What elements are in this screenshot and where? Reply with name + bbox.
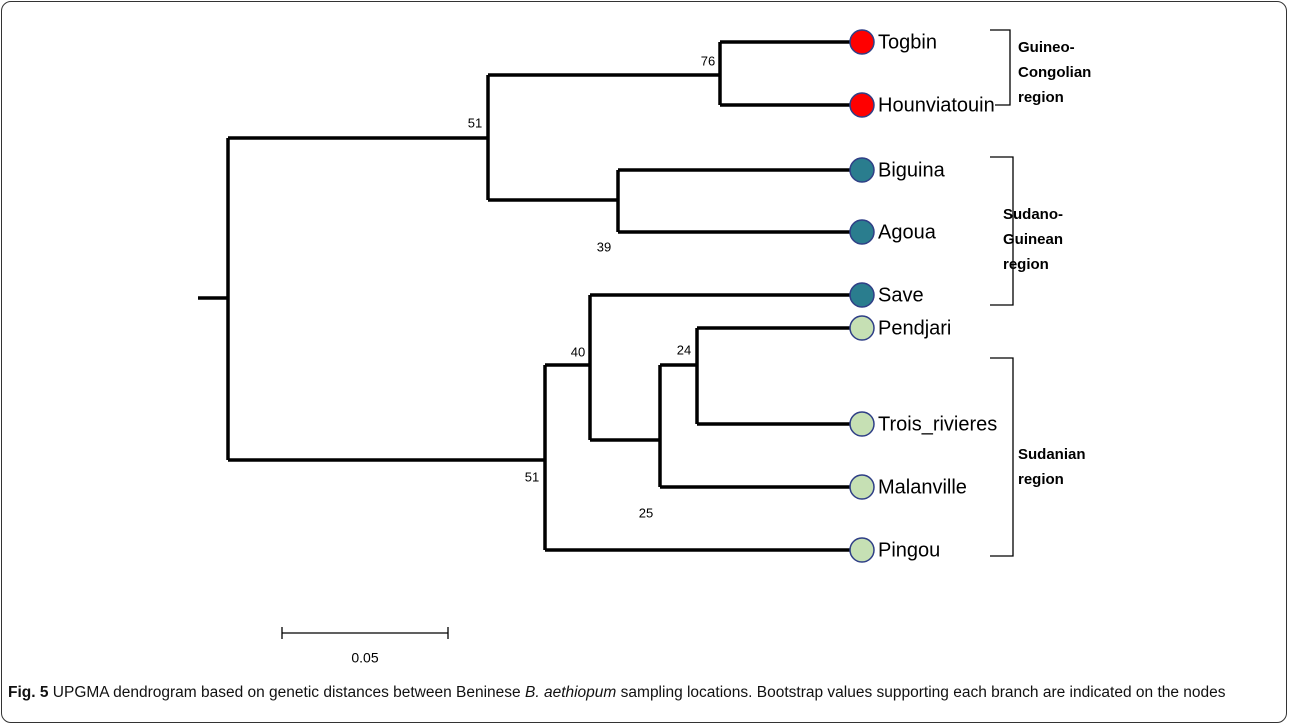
- leaf-label: Agoua: [878, 221, 937, 243]
- bootstrap-value: 25: [639, 505, 653, 520]
- leaf-label: Pendjari: [878, 317, 951, 339]
- region-label: Sudanian: [1018, 446, 1086, 463]
- caption-text: UPGMA dendrogram based on genetic distan…: [52, 684, 521, 701]
- leaf-node: [849, 219, 875, 245]
- region-label: Congolian: [1018, 64, 1091, 81]
- leaf-label: Biguina: [878, 159, 946, 181]
- leaf-node: [849, 29, 875, 55]
- caption-italic: B. aethiopum: [525, 684, 617, 701]
- region-label: region: [1018, 89, 1064, 106]
- bootstrap-value: 76: [701, 53, 715, 68]
- caption-label: Fig. 5: [8, 684, 49, 701]
- scale-label: 0.05: [351, 650, 378, 666]
- leaf-node: [849, 92, 875, 118]
- leaf-label: Trois_rivieres: [878, 413, 997, 435]
- leaf-node: [849, 411, 875, 437]
- leaf-node: [849, 537, 875, 563]
- region-label: Sudano-: [1003, 206, 1063, 223]
- leaf-label: Pingou: [878, 539, 940, 561]
- branches: [198, 40, 862, 552]
- region-label: region: [1018, 471, 1064, 488]
- leaf-node: [849, 157, 875, 183]
- branch-lines: [198, 40, 862, 552]
- leaf-label: Togbin: [878, 31, 937, 53]
- leaf-label: Hounviatouin: [878, 94, 995, 116]
- leaf-node: [849, 315, 875, 341]
- bootstrap-value: 24: [677, 342, 691, 357]
- leaf-label: Malanville: [878, 476, 967, 498]
- bootstrap-value: 51: [525, 469, 539, 484]
- region-label: region: [1003, 256, 1049, 273]
- leaf-label: Save: [878, 284, 924, 306]
- region-label: Guineo-: [1018, 39, 1075, 56]
- leaf-node: [849, 282, 875, 308]
- bootstrap-value: 40: [571, 344, 585, 359]
- bootstrap-value: 51: [468, 115, 482, 130]
- bootstrap-value: 39: [597, 239, 611, 254]
- region-label: Guinean: [1003, 231, 1063, 248]
- leaf-node: [849, 474, 875, 500]
- caption: Fig. 5 UPGMA dendrogram based on genetic…: [8, 683, 1278, 703]
- scale-bar: [281, 627, 449, 639]
- region-brackets: [990, 29, 1014, 557]
- caption-text: sampling locations. Bootstrap values sup…: [620, 684, 1226, 701]
